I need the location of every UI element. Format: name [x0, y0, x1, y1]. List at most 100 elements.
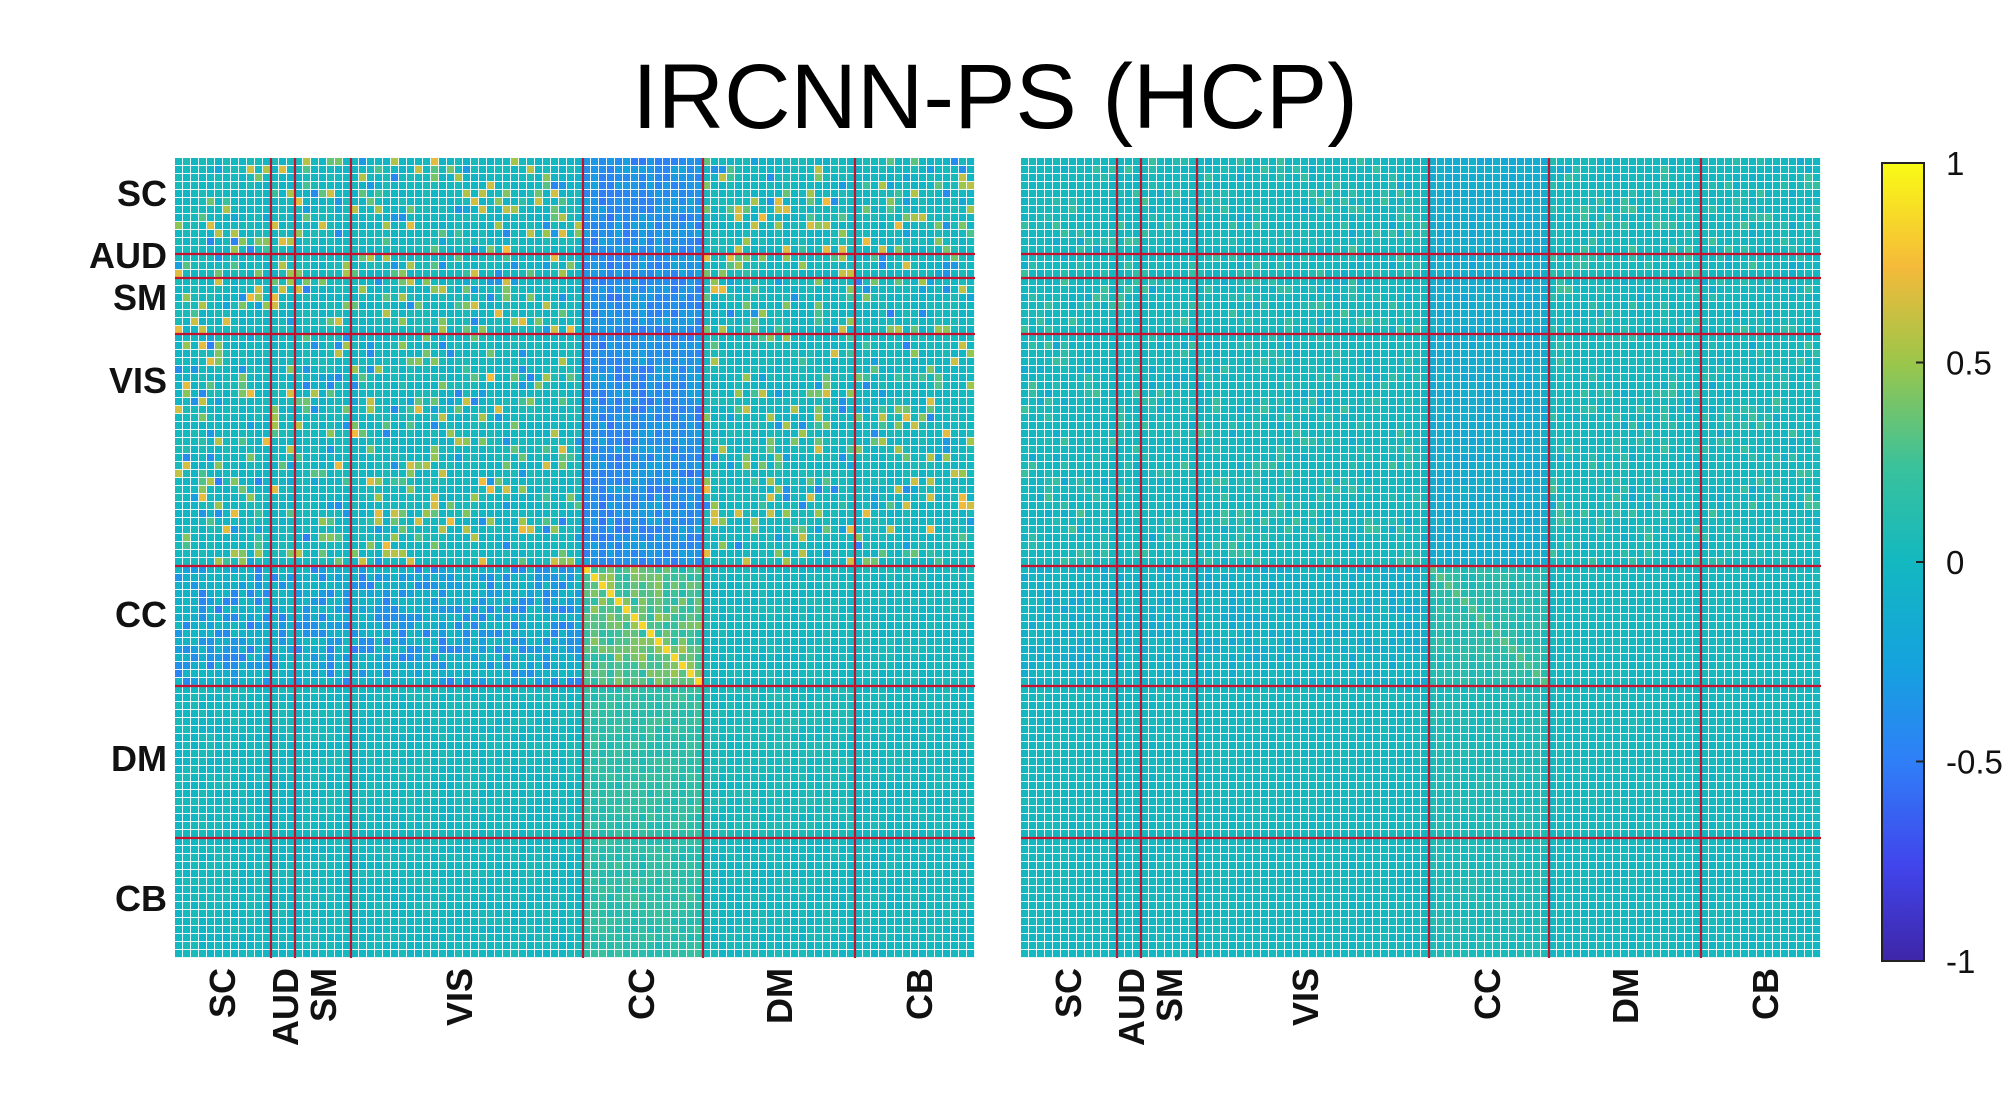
heatmap-cell [343, 198, 351, 206]
heatmap-cell [831, 230, 839, 238]
heatmap-cell [399, 222, 407, 230]
heatmap-cell [767, 158, 775, 166]
heatmap-cell [639, 518, 647, 526]
heatmap-cell [943, 430, 951, 438]
heatmap-cell [799, 174, 807, 182]
heatmap-cell [951, 262, 959, 270]
heatmap-cell [367, 542, 375, 550]
heatmap-cell [551, 382, 559, 390]
heatmap-cell [199, 278, 207, 286]
heatmap-cell [815, 286, 823, 294]
heatmap-cell [959, 526, 967, 534]
heatmap-cell [175, 182, 183, 190]
heatmap-cell [199, 190, 207, 198]
heatmap-cell [519, 382, 527, 390]
heatmap-cell [343, 518, 351, 526]
heatmap-cell [287, 174, 295, 182]
heatmap-cell [399, 462, 407, 470]
heatmap-cell [951, 446, 959, 454]
heatmap-cell [647, 206, 655, 214]
heatmap-cell [751, 422, 759, 430]
heatmap-cell [303, 534, 311, 542]
heatmap-cell [543, 518, 551, 526]
heatmap-cell [847, 494, 855, 502]
heatmap-cell [559, 334, 567, 342]
heatmap-cell [535, 270, 543, 278]
heatmap-cell [311, 454, 319, 462]
heatmap-cell [583, 294, 591, 302]
heatmap-cell [775, 462, 783, 470]
heatmap-cell [343, 222, 351, 230]
heatmap-cell [831, 486, 839, 494]
heatmap-cell [719, 542, 727, 550]
heatmap-cell [759, 214, 767, 222]
heatmap-cell [847, 398, 855, 406]
heatmap-cell [279, 326, 287, 334]
heatmap-cell [607, 270, 615, 278]
heatmap-cell [319, 350, 327, 358]
heatmap-cell [183, 526, 191, 534]
heatmap-cell [879, 374, 887, 382]
heatmap-cell [807, 262, 815, 270]
heatmap-cell [575, 182, 583, 190]
heatmap-cell [255, 438, 263, 446]
heatmap-cell [727, 246, 735, 254]
heatmap-cell [847, 430, 855, 438]
heatmap-cell [311, 310, 319, 318]
heatmap-cell [247, 494, 255, 502]
heatmap-cell [879, 206, 887, 214]
heatmap-cell [615, 302, 623, 310]
heatmap-cell [935, 342, 943, 350]
heatmap-cell [855, 222, 863, 230]
heatmap-cell [607, 374, 615, 382]
heatmap-cell [391, 494, 399, 502]
heatmap-cell [207, 510, 215, 518]
heatmap-cell [503, 470, 511, 478]
heatmap-cell [887, 534, 895, 542]
heatmap-cell [351, 158, 359, 166]
heatmap-cell [519, 374, 527, 382]
heatmap-cell [199, 438, 207, 446]
heatmap-cell [631, 166, 639, 174]
heatmap-cell [191, 446, 199, 454]
heatmap-cell [527, 526, 535, 534]
heatmap-cell [775, 374, 783, 382]
heatmap-cell [711, 398, 719, 406]
heatmap-cell [359, 390, 367, 398]
heatmap-cell [807, 366, 815, 374]
heatmap-cell [487, 278, 495, 286]
heatmap-cell [559, 486, 567, 494]
heatmap-cell [559, 462, 567, 470]
heatmap-cell [431, 278, 439, 286]
heatmap-cell [231, 270, 239, 278]
heatmap-cell [839, 542, 847, 550]
heatmap-cell [519, 262, 527, 270]
heatmap-cell [359, 206, 367, 214]
heatmap-cell [951, 206, 959, 214]
heatmap-cell [255, 518, 263, 526]
heatmap-cell [615, 334, 623, 342]
heatmap-cell [711, 182, 719, 190]
heatmap-cell [223, 526, 231, 534]
heatmap-cell [783, 494, 791, 502]
heatmap-cell [759, 374, 767, 382]
heatmap-cell [823, 350, 831, 358]
heatmap-cell [431, 326, 439, 334]
heatmap-cell [287, 374, 295, 382]
heatmap-cell [487, 318, 495, 326]
heatmap-cell [863, 262, 871, 270]
heatmap-cell [623, 534, 631, 542]
heatmap-cell [279, 270, 287, 278]
heatmap-cell [823, 478, 831, 486]
heatmap-cell [471, 438, 479, 446]
heatmap-cell [599, 438, 607, 446]
heatmap-cell [327, 446, 335, 454]
heatmap-cell [639, 278, 647, 286]
heatmap-cell [615, 294, 623, 302]
heatmap-cell [711, 174, 719, 182]
heatmap-cell [903, 374, 911, 382]
heatmap-cell [407, 270, 415, 278]
heatmap-cell [191, 158, 199, 166]
heatmap-cell [367, 270, 375, 278]
heatmap-cell [503, 350, 511, 358]
